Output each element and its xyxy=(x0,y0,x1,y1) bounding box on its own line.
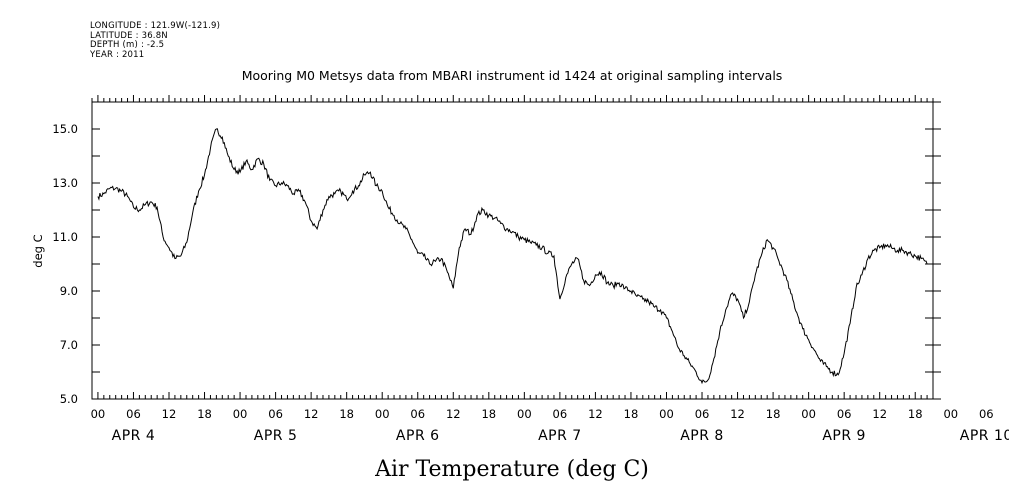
x-tick-label: 12 xyxy=(446,407,461,421)
x-axis-label: Air Temperature (deg C) xyxy=(374,457,649,482)
x-tick-label: 12 xyxy=(162,407,177,421)
latitude-text: LATITUDE : 36.8N xyxy=(90,30,168,41)
x-tick-label: 06 xyxy=(410,407,425,421)
y-axis-label: deg C xyxy=(31,234,45,267)
x-tick-label: 18 xyxy=(197,407,212,421)
x-tick-label: 00 xyxy=(375,407,390,421)
y-tick-label: 7.0 xyxy=(60,338,78,352)
y-tick-label: 15.0 xyxy=(52,122,78,136)
x-day-label: APR 4 xyxy=(112,428,156,444)
longitude-text: LONGITUDE : 121.9W(-121.9) xyxy=(90,21,221,31)
x-day-label: APR 9 xyxy=(822,428,866,444)
x-tick-label: 12 xyxy=(304,407,319,421)
x-day-label: APR 5 xyxy=(254,428,298,444)
x-tick-label: 18 xyxy=(908,407,923,421)
y-tick-label: 11.0 xyxy=(52,230,78,244)
x-day-label: APR 8 xyxy=(680,428,724,444)
axes: 00 06 12 18 00 06 12 18 00 06 12 18 00 06 12 18 00 06 12 18… xyxy=(52,95,1009,444)
y-tick-label: 13.0 xyxy=(52,176,78,190)
x-tick-label: 00 xyxy=(943,407,958,421)
x-tick-label: 00 xyxy=(659,407,674,421)
x-tick-label: 18 xyxy=(766,407,781,421)
x-tick-label: 12 xyxy=(872,407,887,421)
x-tick-label: 00 xyxy=(233,407,248,421)
x-tick-label: 18 xyxy=(481,407,496,421)
y-tick-label: 9.0 xyxy=(60,284,78,298)
x-tick-label: 18 xyxy=(339,407,354,421)
chart-title: Mooring M0 Metsys data from MBARI instru… xyxy=(242,68,783,83)
x-tick-label: 06 xyxy=(268,407,283,421)
x-tick-label: 06 xyxy=(979,407,994,421)
location-metadata: LONGITUDE : 121.9W(-121.9) LATITUDE : 36… xyxy=(90,21,221,60)
depth-text: DEPTH (m) : -2.5 xyxy=(90,40,165,50)
x-tick-label: 00 xyxy=(91,407,106,421)
x-tick-label: 18 xyxy=(624,407,639,421)
x-day-label: APR 10 xyxy=(960,428,1009,444)
plot-frame xyxy=(91,101,934,400)
x-day-label: APR 7 xyxy=(538,428,582,444)
y-tick-label: 5.0 xyxy=(60,392,78,406)
series-line-air-temperature xyxy=(97,128,928,385)
x-tick-label: 00 xyxy=(517,407,532,421)
year-text: YEAR : 2011 xyxy=(90,49,145,60)
x-tick-label: 12 xyxy=(588,407,603,421)
x-tick-label: 00 xyxy=(801,407,816,421)
x-tick-label: 12 xyxy=(730,407,745,421)
x-tick-label: 06 xyxy=(126,407,141,421)
x-tick-label: 06 xyxy=(695,407,710,421)
x-tick-label: 06 xyxy=(553,407,568,421)
x-day-label: APR 6 xyxy=(396,428,440,444)
x-tick-label: 06 xyxy=(837,407,852,421)
